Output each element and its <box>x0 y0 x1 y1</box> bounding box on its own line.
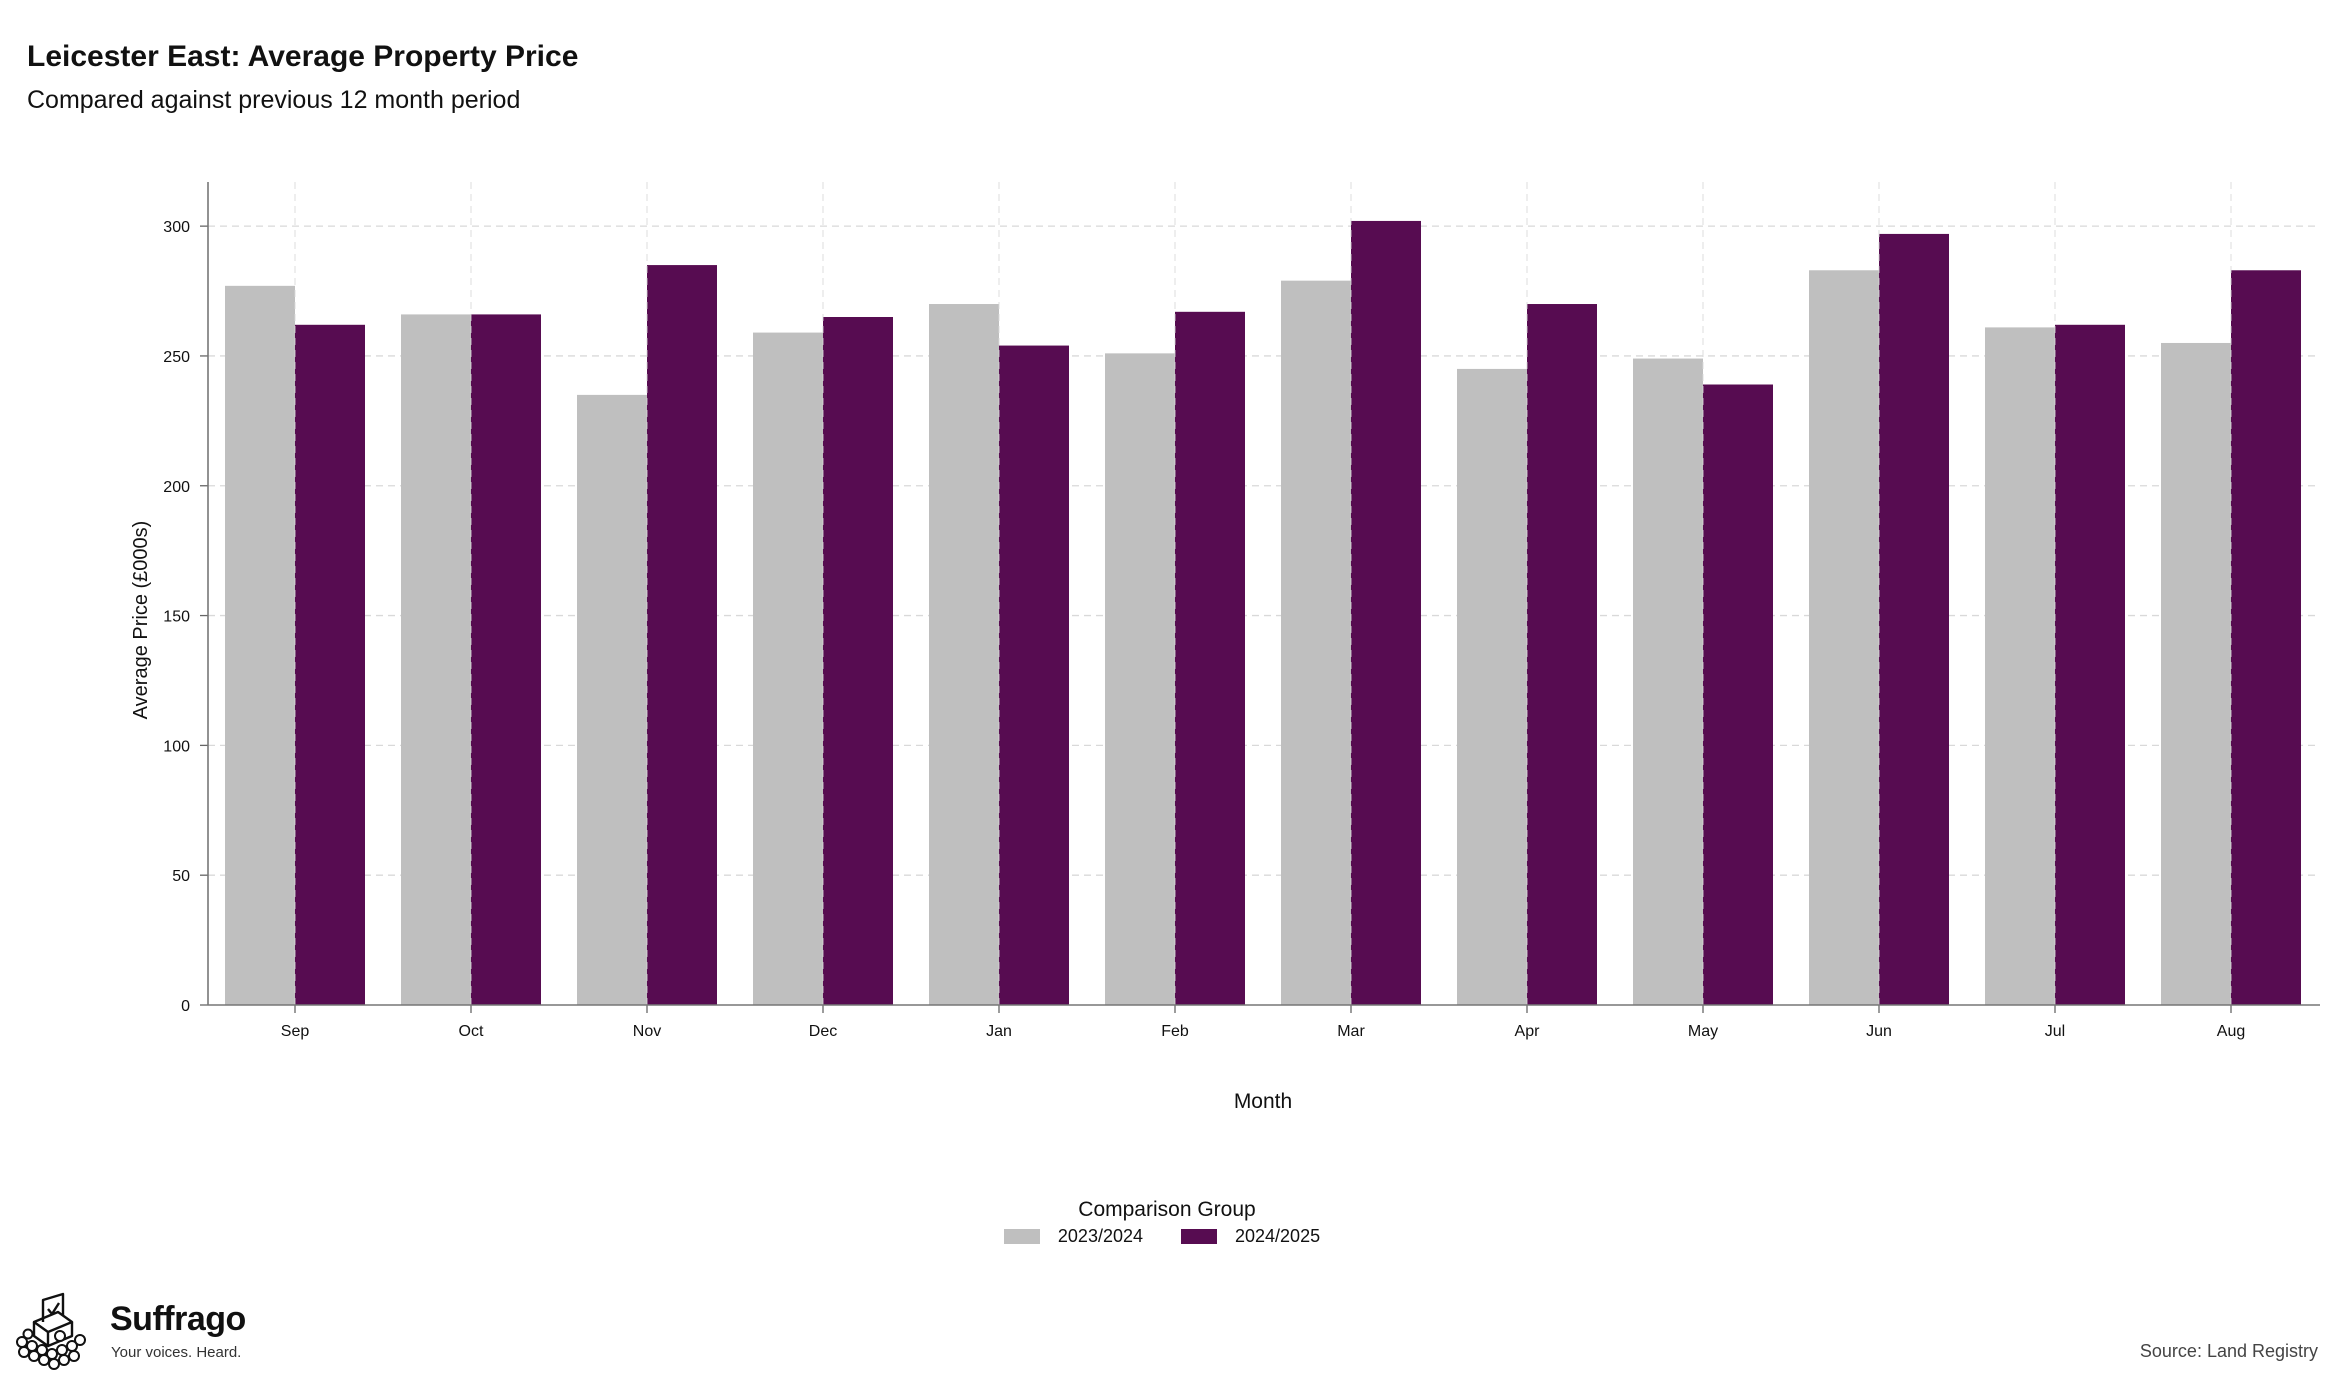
chart-title: Leicester East: Average Property Price <box>27 40 579 73</box>
bar-2024-2025-sep <box>295 324 365 1005</box>
bar-2023-2024-apr <box>1457 368 1527 1005</box>
legend-label-2024-2025: 2024/2025 <box>1235 1226 1321 1246</box>
legend-items: 2023/2024 2024/2025 <box>0 1226 2334 1247</box>
x-tick-label: May <box>1688 1023 1718 1040</box>
bar-2024-2025-aug <box>2231 270 2301 1005</box>
bar-2023-2024-nov <box>577 394 647 1005</box>
y-tick-label: 300 <box>163 219 190 236</box>
bar-2024-2025-may <box>1703 384 1773 1005</box>
grid-lines <box>208 225 2320 876</box>
bar-2024-2025-jun <box>1879 233 1949 1005</box>
bar-2023-2024-mar <box>1281 280 1351 1006</box>
bar-2024-2025-apr <box>1527 304 1597 1005</box>
x-tick-label: Jan <box>986 1023 1012 1040</box>
bar-2023-2024-jan <box>929 304 999 1005</box>
source-note: Source: Land Registry <box>2139 1341 2318 1361</box>
x-tick-label: Dec <box>809 1023 837 1040</box>
bar-2023-2024-sep <box>225 285 295 1005</box>
y-tick-label: 0 <box>181 998 190 1015</box>
bar-2024-2025-feb <box>1175 311 1245 1005</box>
y-tick-label: 200 <box>163 479 190 496</box>
ballot-box-icon <box>16 1292 86 1370</box>
y-tick-label: 100 <box>163 738 190 755</box>
x-tick-label: Apr <box>1515 1023 1541 1040</box>
bar-2024-2025-dec <box>823 317 893 1005</box>
x-tick-label: Feb <box>1161 1023 1189 1040</box>
x-tick-label: Sep <box>281 1023 310 1040</box>
bar-2024-2025-oct <box>471 314 541 1005</box>
x-axis-title: Month <box>1234 1090 1292 1113</box>
x-tick-label: Oct <box>459 1023 484 1040</box>
bar-2024-2025-mar <box>1351 220 1421 1005</box>
bars <box>225 220 2301 1006</box>
legend-swatch-2023-2024 <box>1003 1229 1040 1244</box>
bar-2023-2024-oct <box>401 314 471 1005</box>
brand-name: Suffrago <box>110 1300 246 1338</box>
bar-2024-2025-jan <box>999 345 1069 1005</box>
x-tick-label: Mar <box>1337 1023 1365 1040</box>
bar-2023-2024-feb <box>1105 353 1175 1005</box>
chart-subtitle: Compared against previous 12 month perio… <box>27 86 521 114</box>
legend-title: Comparison Group <box>1078 1198 1256 1221</box>
x-tick-label: Nov <box>633 1023 661 1040</box>
vertical-grid-lines <box>294 182 2232 1005</box>
legend-label-2023-2024: 2023/2024 <box>1057 1226 1143 1246</box>
x-tick-label: Jul <box>2045 1023 2065 1040</box>
y-tick-label: 50 <box>172 868 190 885</box>
brand-tagline: Your voices. Heard. <box>111 1344 242 1361</box>
legend: Comparison Group 2023/2024 2024/2025 <box>0 1198 2334 1247</box>
bar-2024-2025-jul <box>2055 324 2125 1005</box>
axis-labels: 0 50 100 150 200 250 300 Sep Oct Nov Dec Jan Feb Mar A… <box>163 219 2245 1040</box>
axes <box>200 182 2320 1013</box>
bar-2023-2024-dec <box>753 332 823 1005</box>
y-tick-label: 150 <box>163 609 190 626</box>
legend-item-2024-2025: 2024/2025 <box>1181 1226 1320 1247</box>
legend-swatch-2024-2025 <box>1181 1229 1217 1244</box>
suffrago-logo: Suffrago Your voices. Heard. <box>14 1292 254 1372</box>
legend-item-2023-2024: 2023/2024 <box>1003 1226 1143 1247</box>
y-tick-label: 250 <box>163 349 190 366</box>
bar-2023-2024-aug <box>2161 342 2231 1005</box>
x-tick-label: Jun <box>1866 1023 1892 1040</box>
bar-2023-2024-jul <box>1985 327 2055 1005</box>
bar-2024-2025-nov <box>647 265 717 1005</box>
bar-2023-2024-jun <box>1809 270 1879 1005</box>
x-tick-label: Aug <box>2217 1023 2245 1040</box>
y-axis-title: Average Price (£000s) <box>130 521 152 720</box>
bar-2023-2024-may <box>1633 358 1703 1005</box>
